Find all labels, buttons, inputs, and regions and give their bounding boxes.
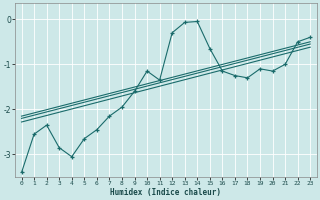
X-axis label: Humidex (Indice chaleur): Humidex (Indice chaleur) — [110, 188, 221, 197]
